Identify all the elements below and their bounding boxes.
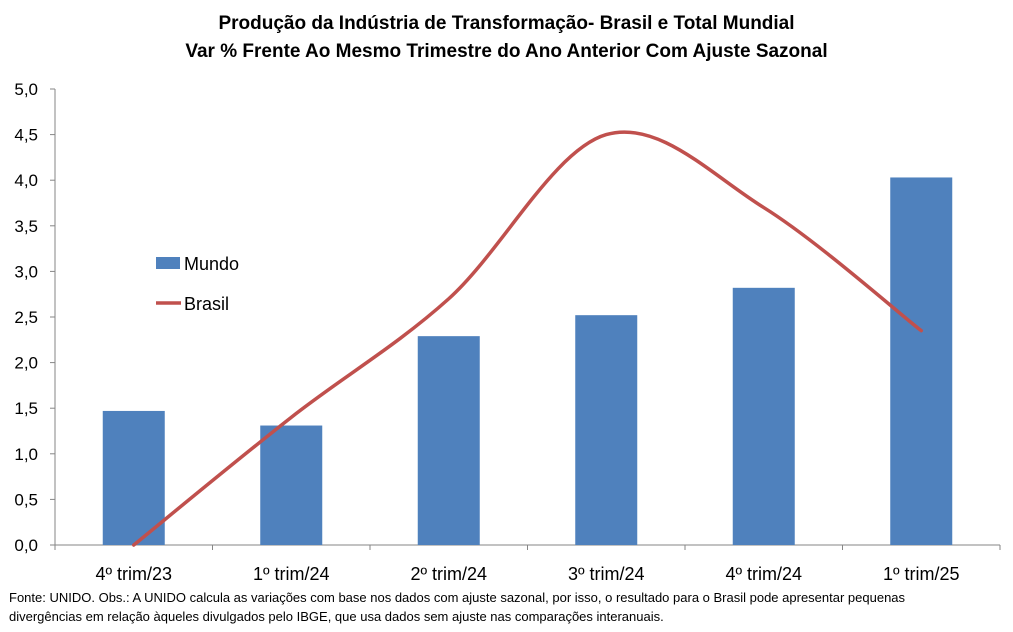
- legend-label-brasil: Brasil: [184, 294, 229, 314]
- bar-mundo: [890, 177, 953, 546]
- chart-subtitle: Var % Frente Ao Mesmo Trimestre do Ano A…: [185, 41, 828, 62]
- y-tick-label: 3,5: [14, 217, 38, 236]
- y-tick-label: 2,0: [14, 354, 38, 373]
- footnote-line-2: divergências em relação àqueles divulgad…: [9, 609, 664, 624]
- line-brasil: [132, 130, 923, 547]
- x-tick-label: 4º trim/24: [725, 564, 802, 584]
- bar-mundo: [102, 410, 165, 545]
- footnote: Fonte: UNIDO. Obs.: A UNIDO calcula as v…: [9, 588, 1009, 626]
- bar-mundo: [260, 425, 323, 545]
- chart-title: Produção da Indústria de Transformação- …: [218, 13, 795, 34]
- bar-mundo: [575, 315, 638, 545]
- y-tick-label: 5,0: [14, 80, 38, 99]
- y-tick-label: 2,5: [14, 308, 38, 327]
- x-tick-label: 1º trim/24: [253, 564, 330, 584]
- footnote-line-1: Fonte: UNIDO. Obs.: A UNIDO calcula as v…: [9, 590, 906, 605]
- legend-label-mundo: Mundo: [184, 254, 239, 274]
- y-tick-label: 0,5: [14, 490, 38, 509]
- y-tick-label: 4,0: [14, 171, 38, 190]
- chart-title-block: Produção da Indústria de Transformação- …: [0, 10, 1013, 66]
- bar-mundo: [417, 336, 480, 545]
- bar-mundo: [732, 287, 795, 545]
- y-tick-label: 1,0: [14, 445, 38, 464]
- x-tick-label: 3º trim/24: [568, 564, 645, 584]
- x-tick-label: 4º trim/23: [95, 564, 172, 584]
- y-tick-label: 4,5: [14, 126, 38, 145]
- x-tick-label: 1º trim/25: [883, 564, 960, 584]
- x-tick-label: 2º trim/24: [410, 564, 487, 584]
- legend-swatch-mundo: [156, 257, 180, 269]
- y-tick-label: 0,0: [14, 536, 38, 555]
- y-tick-label: 1,5: [14, 399, 38, 418]
- y-tick-label: 3,0: [14, 262, 38, 281]
